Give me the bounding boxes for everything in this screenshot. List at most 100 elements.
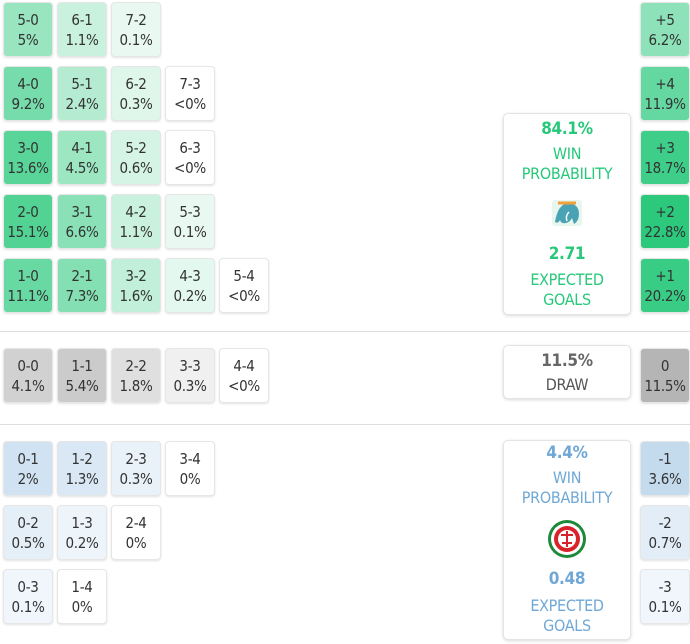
- probability-label: 0%: [125, 533, 147, 552]
- score-label: +1: [655, 266, 675, 285]
- probability-label: 0.1%: [648, 597, 682, 616]
- score-label: 0-2: [17, 513, 39, 532]
- score-label: 7-3: [179, 74, 201, 93]
- score-label: +5: [655, 10, 675, 29]
- home-scoreline-7-3: 7-3 <0%: [165, 66, 215, 121]
- home-scoreline-5-3: 5-3 0.1%: [165, 194, 215, 249]
- home-margin-+5: +5 6.2%: [640, 2, 690, 57]
- away-scoreline-1-3: 1-3 0.2%: [57, 505, 107, 560]
- score-label: -2: [658, 513, 672, 532]
- score-label: 1-2: [71, 449, 93, 468]
- draw-scoreline-1-1: 1-1 5.4%: [57, 348, 107, 403]
- draw-scoreline-4-4: 4-4 <0%: [219, 348, 269, 403]
- away-win-probability: 4.4%: [546, 443, 588, 463]
- score-label: 2-3: [125, 449, 147, 468]
- score-label: 2-4: [125, 513, 147, 532]
- home-scoreline-4-2: 4-2 1.1%: [111, 194, 161, 249]
- home-scoreline-3-1: 3-1 6.6%: [57, 194, 107, 249]
- score-label: 3-1: [71, 202, 93, 221]
- score-label: 6-2: [125, 74, 147, 93]
- probability-label: 6.6%: [65, 222, 99, 241]
- away-margin--2: -2 0.7%: [640, 505, 690, 560]
- score-label: 1-1: [71, 356, 93, 375]
- home-scoreline-5-0: 5-0 5%: [3, 2, 53, 57]
- home-scoreline-2-1: 2-1 7.3%: [57, 258, 107, 313]
- score-label: 3-4: [179, 449, 201, 468]
- draw-summary-card: 11.5% DRAW: [503, 345, 631, 399]
- home-margin-+3: +3 18.7%: [640, 130, 690, 185]
- home-scoreline-4-0: 4-0 9.2%: [3, 66, 53, 121]
- score-label: 3-0: [17, 138, 39, 157]
- score-label: -1: [658, 449, 672, 468]
- score-label: +4: [655, 74, 675, 93]
- home-scoreline-3-2: 3-2 1.6%: [111, 258, 161, 313]
- home-expected-goals-label: EXPECTED GOALS: [530, 270, 604, 309]
- home-summary-card: 84.1% WIN PROBABILITY 2.71 EXPECTED GOAL…: [503, 113, 631, 315]
- home-win-probability: 84.1%: [541, 119, 593, 139]
- score-label: +3: [655, 138, 675, 157]
- probability-label: 15.1%: [7, 222, 49, 241]
- draw-margin-0: 0 11.5%: [640, 348, 690, 403]
- home-scoreline-5-2: 5-2 0.6%: [111, 130, 161, 185]
- score-label: 4-1: [71, 138, 93, 157]
- probability-label: 0.1%: [11, 597, 45, 616]
- probability-label: <0%: [228, 376, 260, 395]
- away-scoreline-0-3: 0-3 0.1%: [3, 569, 53, 624]
- draw-label: DRAW: [545, 375, 589, 394]
- score-label: 3-2: [125, 266, 147, 285]
- score-label: 6-3: [179, 138, 201, 157]
- probability-label: 1.8%: [119, 376, 153, 395]
- home-scoreline-1-0: 1-0 11.1%: [3, 258, 53, 313]
- probability-label: 1.6%: [119, 286, 153, 305]
- score-label: 5-3: [179, 202, 201, 221]
- score-label: +2: [655, 202, 675, 221]
- probability-label: 18.7%: [644, 158, 686, 177]
- probability-label: 0.2%: [65, 533, 99, 552]
- probability-label: 20.2%: [644, 286, 686, 305]
- probability-label: 0.3%: [173, 376, 207, 395]
- probability-label: 22.8%: [644, 222, 686, 241]
- probability-label: 5.4%: [65, 376, 99, 395]
- probability-label: 2.4%: [65, 94, 99, 113]
- away-summary-card: 4.4% WIN PROBABILITY 0.48 EXPECTED GOALS: [503, 440, 631, 640]
- probability-label: 0.5%: [11, 533, 45, 552]
- away-scoreline-0-2: 0-2 0.5%: [3, 505, 53, 560]
- away-scoreline-1-4: 1-4 0%: [57, 569, 107, 624]
- away-expected-goals: 0.48: [548, 569, 586, 589]
- probability-label: 0%: [179, 469, 201, 488]
- probability-label: 6.2%: [648, 30, 682, 49]
- probability-label: 3.6%: [648, 469, 682, 488]
- away-scoreline-2-4: 2-4 0%: [111, 505, 161, 560]
- home-scoreline-4-1: 4-1 4.5%: [57, 130, 107, 185]
- home-scoreline-3-0: 3-0 13.6%: [3, 130, 53, 185]
- away-scoreline-3-4: 3-4 0%: [165, 441, 215, 496]
- red-ring-crest-icon: [547, 519, 587, 563]
- draw-scoreline-3-3: 3-3 0.3%: [165, 348, 215, 403]
- probability-label: 0.6%: [119, 158, 153, 177]
- probability-label: 13.6%: [7, 158, 49, 177]
- elephant-crest-icon: [548, 194, 586, 236]
- probability-label: <0%: [174, 158, 206, 177]
- probability-label: 0.1%: [119, 30, 153, 49]
- probability-label: 1.1%: [65, 30, 99, 49]
- divider-home-draw: [0, 331, 690, 332]
- home-scoreline-4-3: 4-3 0.2%: [165, 258, 215, 313]
- probability-label: <0%: [228, 286, 260, 305]
- home-scoreline-2-0: 2-0 15.1%: [3, 194, 53, 249]
- probability-label: 7.3%: [65, 286, 99, 305]
- score-label: 7-2: [125, 10, 147, 29]
- probability-label: 1.3%: [65, 469, 99, 488]
- probability-label: <0%: [174, 94, 206, 113]
- away-scoreline-2-3: 2-3 0.3%: [111, 441, 161, 496]
- away-margin--1: -1 3.6%: [640, 441, 690, 496]
- probability-label: 0.7%: [648, 533, 682, 552]
- score-label: 1-4: [71, 577, 93, 596]
- away-margin--3: -3 0.1%: [640, 569, 690, 624]
- score-label: 2-1: [71, 266, 93, 285]
- score-label: 6-1: [71, 10, 93, 29]
- home-scoreline-6-2: 6-2 0.3%: [111, 66, 161, 121]
- home-scoreline-6-1: 6-1 1.1%: [57, 2, 107, 57]
- probability-label: 11.1%: [7, 286, 49, 305]
- probability-label: 5%: [17, 30, 39, 49]
- score-label: 4-0: [17, 74, 39, 93]
